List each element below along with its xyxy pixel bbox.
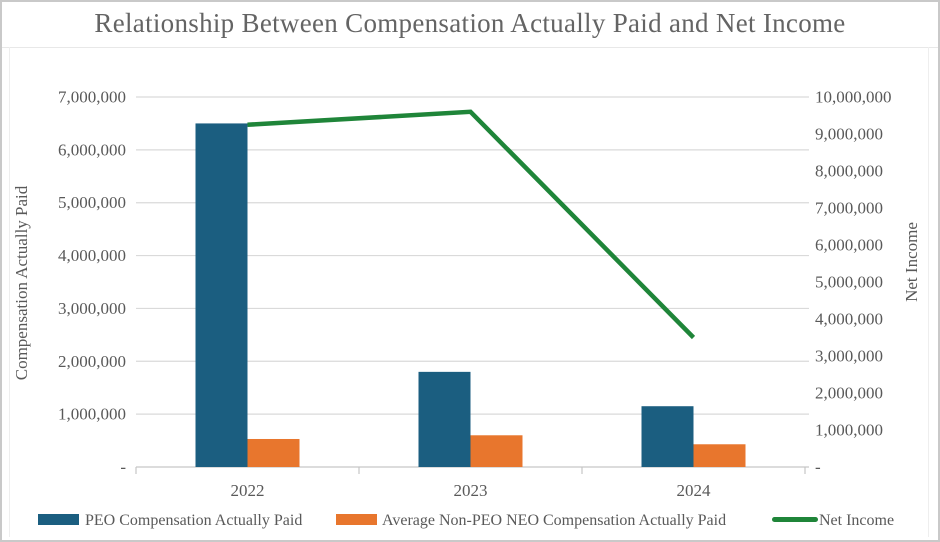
right-axis-tick-label: 2,000,000 xyxy=(815,384,883,403)
net-income-line xyxy=(247,109,696,340)
legend-non-peo-neo-swatch xyxy=(336,514,377,525)
bar-peo-2023 xyxy=(418,371,471,467)
x-axis-category-label: 2022 xyxy=(231,481,265,500)
legend-non-peo-neo-label: Average Non-PEO NEO Compensation Actuall… xyxy=(382,512,726,529)
x-axis-category-label: 2023 xyxy=(454,481,488,500)
right-axis-tick-label: 3,000,000 xyxy=(815,347,883,366)
left-axis-tick-label: 1,000,000 xyxy=(58,405,126,424)
left-axis-tick-label: 2,000,000 xyxy=(58,352,126,371)
right-axis-title: Net Income xyxy=(902,222,921,302)
left-axis-tick-label: 7,000,000 xyxy=(58,88,126,107)
right-axis-tick-label: 5,000,000 xyxy=(815,273,883,292)
right-axis-tick-label: 9,000,000 xyxy=(815,125,883,144)
right-axis-tick-label: 8,000,000 xyxy=(815,162,883,181)
legend-peo-label: PEO Compensation Actually Paid xyxy=(85,512,302,529)
bar-non-peo-neo-2022 xyxy=(247,438,300,467)
left-axis-tick-label: 5,000,000 xyxy=(58,193,126,212)
legend-peo-swatch xyxy=(38,514,79,525)
x-axis-category-label: 2024 xyxy=(677,481,712,500)
bar-non-peo-neo-2023 xyxy=(470,435,523,467)
right-axis-tick-label: 4,000,000 xyxy=(815,310,883,329)
legend-net-income-swatch xyxy=(772,517,818,522)
left-axis-title: Compensation Actually Paid xyxy=(12,185,31,380)
left-axis-tick-label: - xyxy=(120,458,126,477)
bar-peo-2022 xyxy=(195,123,248,467)
right-axis-tick-label: 10,000,000 xyxy=(815,88,892,107)
title-separator xyxy=(2,47,938,48)
legend-net-income-label: Net Income xyxy=(819,512,894,529)
left-axis-tick-label: 4,000,000 xyxy=(58,246,126,265)
right-axis-tick-label: - xyxy=(815,458,821,477)
right-axis-tick-label: 7,000,000 xyxy=(815,199,883,218)
chart-area-border xyxy=(9,47,929,537)
right-axis-tick-label: 1,000,000 xyxy=(815,421,883,440)
bar-non-peo-neo-2024 xyxy=(693,444,746,467)
left-axis-tick-label: 6,000,000 xyxy=(58,140,126,159)
right-axis-tick-label: 6,000,000 xyxy=(815,236,883,255)
left-axis-tick-label: 3,000,000 xyxy=(58,299,126,318)
bar-peo-2024 xyxy=(641,406,694,467)
chart-title: Relationship Between Compensation Actual… xyxy=(94,8,846,38)
